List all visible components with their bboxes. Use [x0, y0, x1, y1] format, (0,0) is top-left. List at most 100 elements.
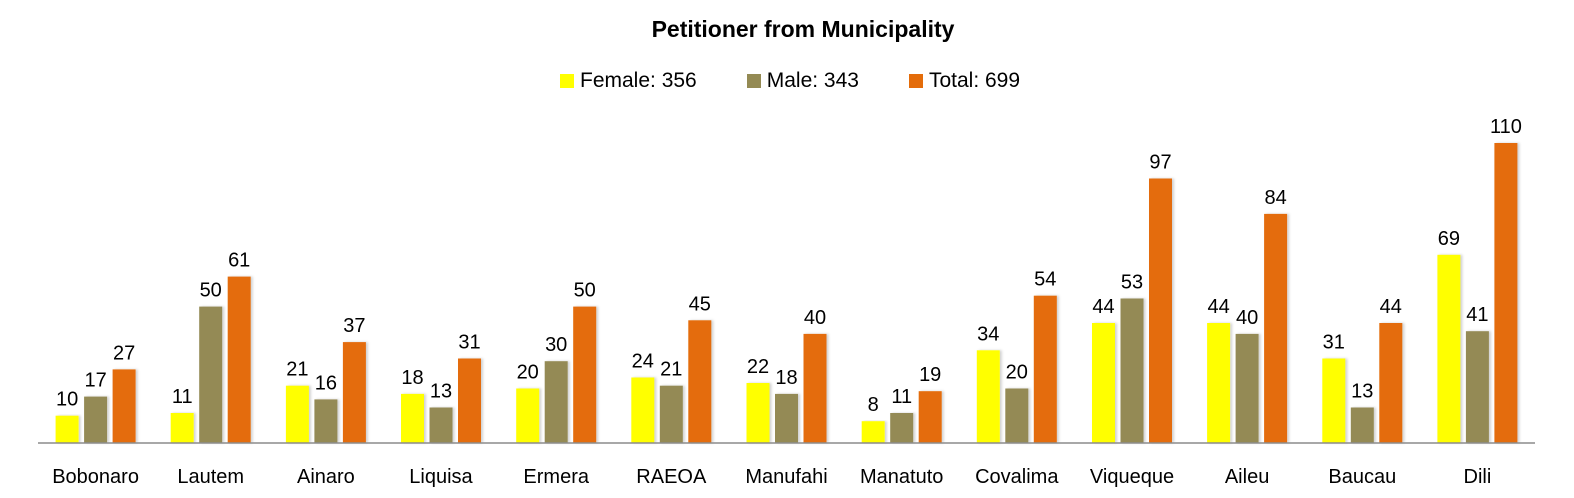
data-label-male-lautem: 50 — [200, 280, 222, 302]
data-label-female-lautem: 11 — [172, 386, 193, 408]
data-label-female-aileu: 44 — [1207, 296, 1229, 318]
data-label-male-ermera: 30 — [545, 334, 567, 356]
bar-total-viqueque — [1149, 178, 1172, 443]
data-label-total-raeoa: 45 — [689, 293, 711, 315]
bar-male-ainaro — [314, 399, 338, 443]
legend: Female: 356 Male: 343 Total: 699 — [560, 68, 1070, 94]
bar-total-raeoa — [688, 320, 712, 443]
category-label-aileu: Aileu — [1225, 466, 1269, 488]
bar-male-raeoa — [659, 385, 683, 443]
data-label-male-covalima: 20 — [1006, 362, 1028, 384]
bar-male-manatuto — [890, 413, 914, 443]
data-label-male-dili: 41 — [1466, 304, 1488, 326]
data-label-female-liquisa: 18 — [401, 367, 423, 389]
bar-female-bobonaro — [55, 415, 79, 443]
bar-total-bobonaro — [112, 369, 136, 443]
bar-female-ainaro — [285, 385, 309, 443]
data-label-male-liquisa: 13 — [430, 381, 452, 403]
data-label-male-raeoa: 21 — [660, 359, 682, 381]
bar-female-ermera — [516, 388, 540, 443]
data-label-male-baucau: 13 — [1351, 381, 1373, 403]
data-label-female-baucau: 31 — [1323, 332, 1345, 354]
bar-total-dili — [1494, 143, 1518, 443]
bar-total-baucau — [1379, 323, 1403, 443]
bar-female-lautem — [170, 413, 194, 443]
bar-total-lautem — [227, 276, 251, 443]
data-label-female-manatuto: 8 — [868, 394, 879, 416]
data-label-male-aileu: 40 — [1236, 307, 1258, 329]
bar-total-manufahi — [803, 333, 827, 443]
bar-total-aileu — [1264, 213, 1288, 443]
data-label-male-viqueque: 53 — [1121, 272, 1143, 294]
category-label-lautem: Lautem — [177, 466, 244, 488]
bar-male-bobonaro — [84, 396, 108, 443]
bar-male-liquisa — [429, 407, 453, 443]
data-label-female-dili: 69 — [1438, 228, 1460, 250]
legend-label-total: Total: 699 — [928, 69, 1021, 92]
bar-male-covalima — [1005, 388, 1029, 443]
data-label-female-raeoa: 24 — [632, 351, 654, 373]
category-label-ainaro: Ainaro — [297, 466, 355, 488]
data-label-total-manufahi: 40 — [804, 307, 826, 329]
bar-total-liquisa — [458, 358, 481, 443]
bar-total-ainaro — [342, 342, 366, 443]
legend-label-female: Female: 356 — [580, 69, 697, 92]
data-label-male-bobonaro: 17 — [84, 370, 106, 392]
data-label-female-manufahi: 22 — [747, 356, 769, 378]
bar-female-manufahi — [746, 383, 770, 443]
legend-label-male: Male: 343 — [766, 69, 859, 92]
legend-swatch-total — [908, 74, 923, 88]
legend-swatch-male — [746, 74, 761, 88]
category-label-bobonaro: Bobonaro — [52, 466, 139, 488]
bar-female-dili — [1437, 254, 1461, 443]
legend-swatch-female — [560, 74, 574, 88]
category-label-ermera: Ermera — [523, 466, 589, 488]
data-label-male-manufahi: 18 — [775, 367, 797, 389]
data-label-female-ainaro: 21 — [286, 359, 308, 381]
category-label-manatuto: Manatuto — [860, 466, 943, 488]
bar-male-manufahi — [775, 393, 798, 443]
bar-total-covalima — [1033, 295, 1057, 443]
chart-title: Petitioner from Municipality — [651, 16, 955, 42]
category-label-liquisa: Liquisa — [409, 466, 473, 488]
bar-female-baucau — [1322, 358, 1346, 443]
category-label-baucau: Baucau — [1328, 466, 1396, 488]
bar-female-covalima — [976, 350, 1000, 443]
category-label-raeoa: RAEOA — [636, 466, 707, 488]
data-label-female-ermera: 20 — [517, 362, 539, 384]
bar-total-ermera — [573, 306, 597, 443]
data-label-total-lautem: 61 — [228, 250, 250, 272]
data-label-total-aileu: 84 — [1264, 187, 1286, 209]
bar-female-raeoa — [631, 377, 655, 443]
data-label-male-manatuto: 11 — [891, 386, 912, 408]
data-label-total-baucau: 44 — [1380, 296, 1402, 318]
bar-male-lautem — [199, 306, 223, 443]
data-label-total-manatuto: 19 — [919, 364, 941, 386]
category-label-covalima: Covalima — [975, 466, 1059, 488]
bar-male-viqueque — [1120, 298, 1144, 443]
legend-item-female: Female: 356 — [560, 69, 697, 93]
bar-female-viqueque — [1092, 323, 1115, 443]
data-label-total-ermera: 50 — [574, 280, 596, 302]
data-label-total-liquisa: 31 — [458, 332, 480, 354]
category-label-dili: Dili — [1464, 466, 1492, 488]
data-label-female-covalima: 34 — [977, 323, 999, 345]
data-label-total-covalima: 54 — [1034, 269, 1056, 291]
data-label-total-bobonaro: 27 — [113, 342, 135, 364]
data-label-total-ainaro: 37 — [343, 315, 365, 337]
data-label-female-viqueque: 44 — [1092, 296, 1114, 318]
legend-item-total: Total: 699 — [908, 69, 1021, 93]
bar-male-baucau — [1350, 407, 1374, 443]
bar-female-aileu — [1207, 323, 1231, 443]
bar-male-dili — [1465, 331, 1489, 443]
bar-male-ermera — [544, 361, 568, 443]
category-label-viqueque: Viqueque — [1090, 466, 1174, 488]
bar-male-aileu — [1235, 333, 1259, 443]
bar-female-liquisa — [401, 393, 424, 443]
data-label-female-bobonaro: 10 — [56, 389, 78, 411]
category-label-manufahi: Manufahi — [745, 466, 827, 488]
data-label-male-ainaro: 16 — [315, 372, 337, 394]
bar-total-manatuto — [918, 391, 942, 443]
legend-item-male: Male: 343 — [746, 69, 859, 93]
